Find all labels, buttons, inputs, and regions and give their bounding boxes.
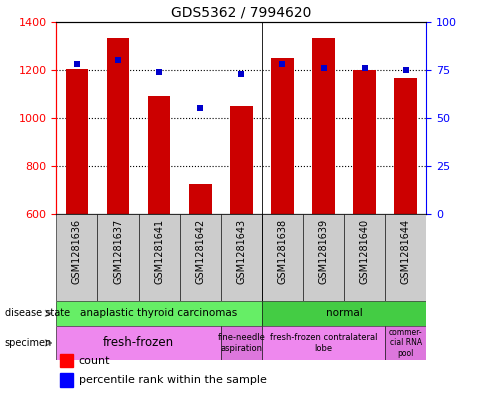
Point [114,57,122,63]
Bar [230,107,253,214]
Text: fine-needle
aspiration: fine-needle aspiration [218,333,265,353]
Bar [353,70,376,214]
Text: GSM1281638: GSM1281638 [277,219,288,284]
Text: commer-
cial RNA
pool: commer- cial RNA pool [389,328,422,358]
Bar [66,68,88,214]
Point [196,105,204,111]
Text: normal: normal [326,309,363,318]
Text: anaplastic thyroid carcinomas: anaplastic thyroid carcinomas [80,309,238,318]
Bar [385,326,426,360]
Bar [344,214,385,301]
Bar [189,184,212,214]
Bar [271,58,294,214]
Bar [56,326,221,360]
Point [278,61,286,67]
Bar [180,214,221,301]
Bar [148,96,171,214]
Bar [262,214,303,301]
Text: GSM1281642: GSM1281642 [195,219,205,284]
Text: GSM1281644: GSM1281644 [401,219,411,284]
Bar [98,214,139,301]
Title: GDS5362 / 7994620: GDS5362 / 7994620 [171,5,312,19]
Text: GSM1281643: GSM1281643 [236,219,246,284]
Point [155,68,163,75]
Text: fresh-frozen: fresh-frozen [103,336,174,349]
Bar [60,373,73,387]
Point [238,70,245,77]
Point [73,61,81,67]
Bar [139,214,180,301]
Point [402,66,410,73]
Bar [56,301,262,326]
Text: fresh-frozen contralateral
lobe: fresh-frozen contralateral lobe [270,333,377,353]
Text: GSM1281639: GSM1281639 [318,219,328,284]
Bar [262,326,385,360]
Text: count: count [78,356,110,366]
Bar [303,214,344,301]
Bar [221,214,262,301]
Text: GSM1281641: GSM1281641 [154,219,164,284]
Text: GSM1281636: GSM1281636 [72,219,82,284]
Bar [394,78,417,214]
Bar [107,39,129,214]
Bar [312,39,335,214]
Bar [385,214,426,301]
Text: specimen: specimen [5,338,52,348]
Text: GSM1281640: GSM1281640 [360,219,369,284]
Text: disease state: disease state [5,309,70,318]
Point [361,65,368,71]
Bar [60,354,73,367]
Bar [56,214,98,301]
Text: percentile rank within the sample: percentile rank within the sample [78,375,267,386]
Point [319,65,327,71]
Bar [221,326,262,360]
Text: GSM1281637: GSM1281637 [113,219,123,284]
Bar [262,301,426,326]
